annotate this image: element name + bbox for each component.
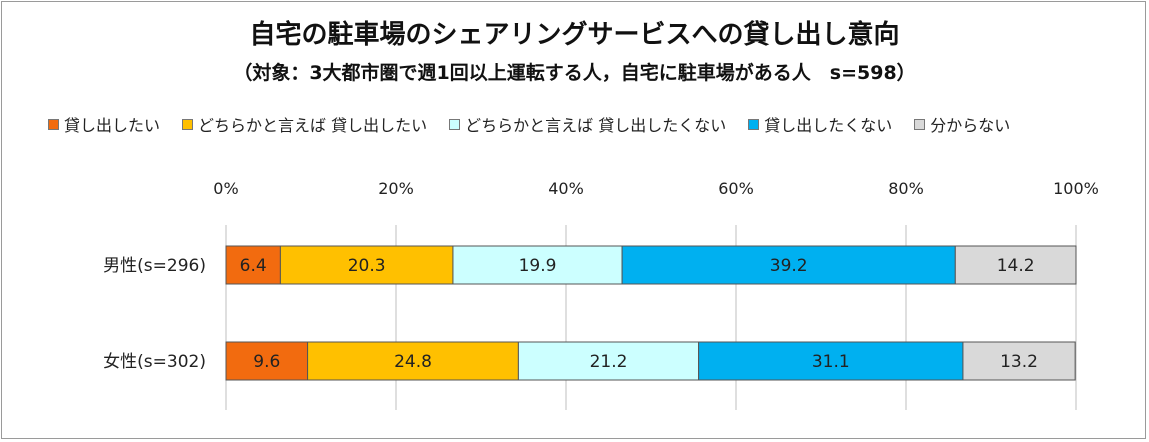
bar-segment: [307, 341, 519, 381]
data-label: 39.2: [770, 256, 808, 276]
data-label: 14.2: [997, 256, 1035, 276]
bar-segment: [279, 245, 454, 285]
x-tick-label: 100%: [1053, 179, 1099, 198]
data-label: 9.6: [253, 352, 280, 372]
legend-item: 貸し出したい: [48, 112, 160, 136]
x-tick-label: 0%: [213, 179, 238, 198]
legend: 貸し出したい どちらかと言えば 貸し出したい どちらかと言えば 貸し出したくない 貸し…: [48, 112, 1032, 136]
category-label: 男性(s=296): [103, 256, 206, 276]
bar-segment: [452, 245, 623, 285]
legend-swatch: [48, 118, 59, 130]
data-label: 31.1: [812, 352, 850, 372]
legend-item: 貸し出したくない: [748, 112, 892, 136]
legend-label: 貸し出したくない: [764, 116, 893, 135]
legend-swatch: [748, 118, 760, 130]
bar-segment: [225, 341, 309, 381]
legend-item: 分からない: [914, 112, 1010, 136]
chart-title: 自宅の駐車場のシェアリングサービスへの貸し出し意向: [249, 20, 900, 50]
data-label: 13.2: [1000, 352, 1038, 372]
legend-item: どちらかと言えば 貸し出したい: [182, 112, 427, 136]
data-label: 20.3: [348, 256, 386, 276]
x-tick-label: 80%: [888, 179, 924, 198]
data-label: 24.8: [394, 352, 432, 372]
bar-segment: [621, 245, 956, 285]
legend-swatch: [914, 118, 926, 130]
legend-swatch: [449, 118, 461, 130]
bar-segment: [517, 341, 700, 381]
bar-segment: [225, 245, 281, 285]
legend-swatch: [182, 118, 194, 130]
legend-item: どちらかと言えば 貸し出したくない: [449, 112, 726, 136]
chart-subtitle: （対象：3大都市圏で週1回以上運転する人，自宅に駐車場がある人 s=598）: [233, 62, 916, 84]
bar-segment: [698, 341, 964, 381]
bar-segment: [954, 245, 1077, 285]
legend-label: 分からない: [930, 116, 1011, 135]
data-label: 19.9: [519, 256, 557, 276]
x-tick-label: 40%: [548, 179, 584, 198]
legend-label: どちらかと言えば 貸し出したくない: [465, 116, 727, 135]
legend-label: どちらかと言えば 貸し出したい: [198, 116, 428, 135]
data-label: 6.4: [240, 256, 267, 276]
x-tick-label: 20%: [378, 179, 414, 198]
data-label: 21.2: [590, 352, 628, 372]
x-tick-label: 60%: [718, 179, 754, 198]
legend-label: 貸し出したい: [64, 116, 161, 135]
bar-segment: [962, 341, 1076, 381]
category-label: 女性(s=302): [103, 352, 206, 372]
